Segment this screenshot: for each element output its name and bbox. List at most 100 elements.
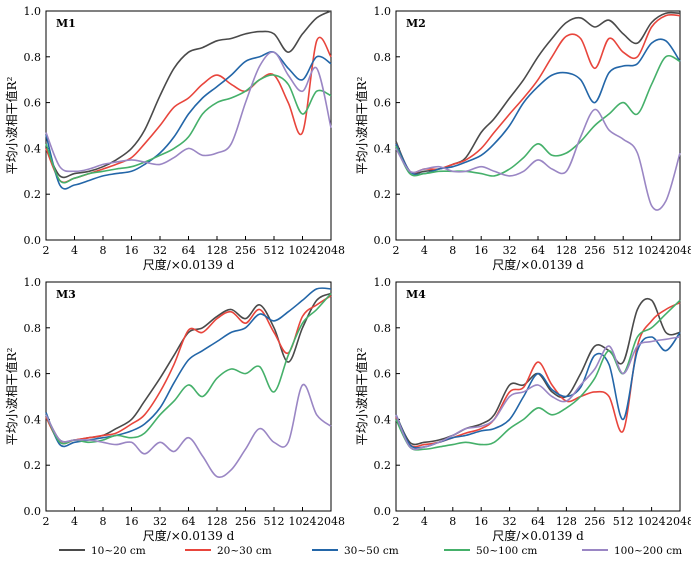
y-tick-label: 0.6 — [24, 97, 42, 110]
plot-frame — [45, 281, 332, 512]
series-line-50-100-cm — [395, 55, 681, 177]
legend-label: 100~200 cm — [614, 545, 682, 557]
x-tick-label: 2048 — [317, 515, 345, 528]
y-tick-label: 0.0 — [374, 505, 392, 518]
y-tick-label: 0.2 — [374, 459, 392, 472]
x-tick-label: 32 — [503, 515, 517, 528]
x-tick-label: 2 — [393, 244, 400, 257]
x-tick-label: 2048 — [317, 244, 345, 257]
y-axis-label: 平均小波相干值R² — [4, 347, 19, 445]
x-tick-label: 512 — [264, 244, 285, 257]
x-tick-label: 128 — [556, 515, 577, 528]
x-tick-label: 64 — [531, 244, 545, 257]
x-tick-label: 1024 — [289, 515, 317, 528]
x-axis-label: 尺度/×0.0139 d — [492, 528, 584, 543]
y-tick-label: 1.0 — [24, 5, 42, 18]
y-tick-label: 0.8 — [374, 51, 392, 64]
legend-item: 100~200 cm — [582, 545, 682, 557]
x-tick-label: 4 — [71, 515, 78, 528]
series-line-50-100-cm — [395, 299, 681, 451]
x-tick-label: 4 — [71, 244, 78, 257]
legend-item: 30~50 cm — [312, 545, 399, 557]
x-axis-label: 尺度/×0.0139 d — [492, 257, 584, 272]
panel-m4: 0.0 0.2 0.4 0.6 0.8 1.0 2 4 8 16 32 64 128 256 512 1024… — [354, 276, 691, 543]
x-tick-label: 128 — [207, 244, 228, 257]
panel-m2: 0.0 0.2 0.4 0.6 0.8 1.0 2 4 8 16 32 64 128 256 512 1024… — [354, 5, 691, 272]
legend-item: 10~20 cm — [59, 545, 146, 557]
y-tick-label: 0.4 — [24, 413, 42, 426]
x-tick-label: 1024 — [638, 515, 666, 528]
y-tick-label: 0.2 — [374, 188, 392, 201]
y-tick-label: 1.0 — [24, 276, 42, 289]
series-line-20-30-cm — [45, 295, 332, 445]
panel-m1: 0.0 0.2 0.4 0.6 0.8 1.0 2 4 8 16 32 64 128 256 512 1024… — [4, 5, 345, 272]
y-tick-label: 0.4 — [24, 142, 42, 155]
x-tick-label: 128 — [207, 515, 228, 528]
x-tick-label: 128 — [556, 244, 577, 257]
x-tick-label: 4 — [421, 244, 428, 257]
legend-label: 10~20 cm — [91, 545, 146, 557]
x-tick-label: 256 — [584, 244, 605, 257]
x-tick-label: 2 — [43, 515, 50, 528]
x-tick-label: 8 — [449, 244, 456, 257]
series-line-10-20-cm — [395, 297, 681, 446]
series-line-20-30-cm — [45, 36, 332, 184]
y-tick-label: 0.0 — [24, 505, 42, 518]
x-tick-label: 256 — [235, 515, 256, 528]
x-tick-label: 1024 — [638, 244, 666, 257]
series-line-30-50-cm — [395, 331, 681, 449]
y-tick-label: 0.6 — [374, 368, 392, 381]
x-tick-label: 2 — [393, 515, 400, 528]
x-tick-label: 16 — [474, 515, 488, 528]
y-tick-label: 0.0 — [374, 234, 392, 247]
x-tick-label: 512 — [264, 515, 285, 528]
x-tick-label: 2048 — [666, 515, 691, 528]
x-tick-label: 2 — [43, 244, 50, 257]
x-tick-label: 4 — [421, 515, 428, 528]
y-tick-label: 0.8 — [374, 322, 392, 335]
series-line-100-200-cm — [395, 108, 681, 211]
x-tick-label: 64 — [531, 515, 545, 528]
y-tick-label: 0.2 — [24, 459, 42, 472]
panel-label: M1 — [56, 17, 76, 30]
x-axis-label: 尺度/×0.0139 d — [143, 257, 235, 272]
series-line-20-30-cm — [395, 301, 681, 448]
panel-m3: 0.0 0.2 0.4 0.6 0.8 1.0 2 4 8 16 32 64 128 256 512 1024… — [4, 276, 345, 543]
x-tick-label: 32 — [503, 244, 517, 257]
y-axis-label: 平均小波相干值R² — [354, 76, 369, 174]
y-tick-label: 0.0 — [24, 234, 42, 247]
x-tick-label: 16 — [474, 244, 488, 257]
panel-label: M4 — [406, 288, 426, 301]
plot-frame — [395, 10, 681, 241]
legend-item: 20~30 cm — [185, 545, 272, 557]
legend-label: 50~100 cm — [476, 545, 537, 557]
x-tick-label: 16 — [125, 515, 139, 528]
y-tick-label: 0.6 — [24, 368, 42, 381]
x-tick-label: 8 — [449, 515, 456, 528]
series-line-20-30-cm — [395, 13, 681, 174]
series-line-30-50-cm — [45, 287, 332, 448]
legend: 10~20 cm 20~30 cm 30~50 cm 50~100 cm 100~200… — [59, 545, 682, 557]
x-tick-label: 32 — [153, 515, 167, 528]
x-tick-label: 32 — [153, 244, 167, 257]
legend-label: 30~50 cm — [344, 545, 399, 557]
x-tick-label: 8 — [100, 515, 107, 528]
series-line-30-50-cm — [45, 50, 332, 190]
y-tick-label: 0.4 — [374, 413, 392, 426]
y-tick-label: 0.6 — [374, 97, 392, 110]
y-tick-label: 1.0 — [374, 5, 392, 18]
series-line-10-20-cm — [45, 10, 332, 179]
x-tick-label: 512 — [613, 244, 634, 257]
x-tick-label: 16 — [125, 244, 139, 257]
legend-item: 50~100 cm — [444, 545, 537, 557]
series-line-100-200-cm — [45, 383, 332, 478]
y-tick-label: 0.4 — [374, 142, 392, 155]
series-line-50-100-cm — [45, 74, 332, 184]
y-tick-label: 1.0 — [374, 276, 392, 289]
x-axis-label: 尺度/×0.0139 d — [143, 528, 235, 543]
series-line-10-20-cm — [395, 11, 681, 175]
legend-label: 20~30 cm — [217, 545, 272, 557]
x-tick-label: 2048 — [666, 244, 691, 257]
y-tick-label: 0.2 — [24, 188, 42, 201]
